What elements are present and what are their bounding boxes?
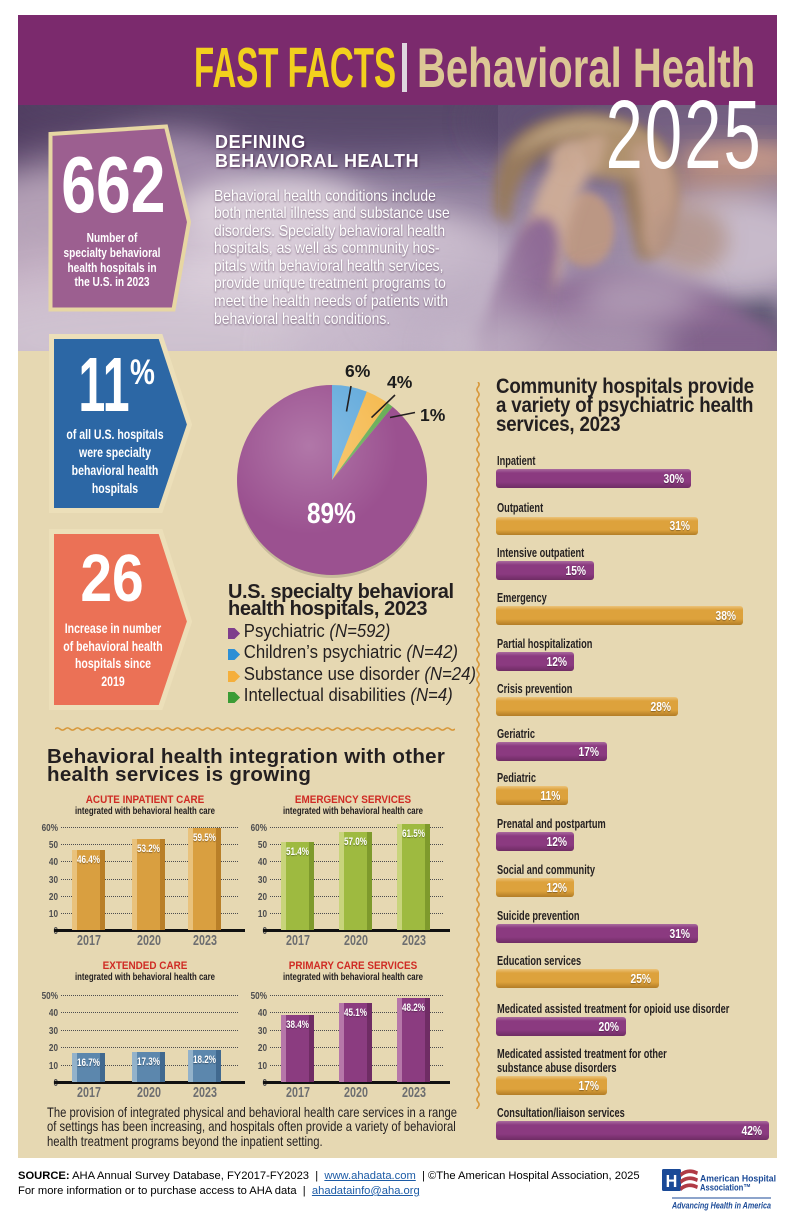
svg-text:Advancing Health in America: Advancing Health in America [671, 1201, 771, 1212]
svg-text:American Hospital: American Hospital [700, 1174, 776, 1185]
svg-text:H: H [666, 1171, 678, 1191]
svg-text:Association™: Association™ [700, 1183, 751, 1194]
